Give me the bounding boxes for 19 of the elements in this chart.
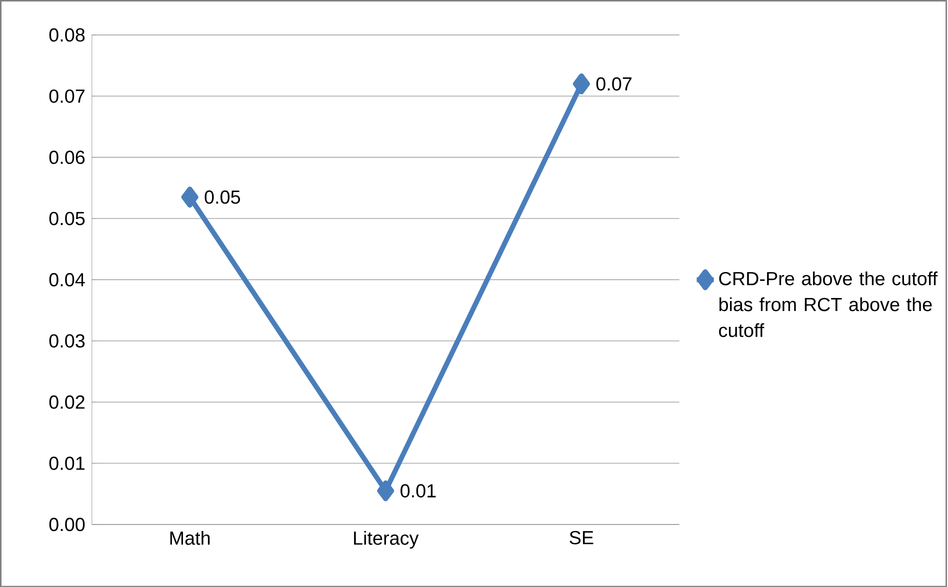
y-tick-label: 0.04 [49,272,85,286]
data-label: 0.07 [596,77,632,90]
y-tick-label: 0.03 [49,334,85,348]
y-tick-label: 0.07 [49,89,84,103]
data-label: 0.01 [400,484,436,498]
data-label: 0.05 [204,190,240,204]
x-tick-label: SE [570,530,594,544]
x-tick-label: Math [170,530,210,545]
y-tick-label: 0.08 [49,28,85,42]
y-tick-label: 0.05 [49,212,85,226]
y-tick-label: 0.01 [49,456,84,470]
point [377,480,394,502]
x-tick-label: Literacy [354,530,419,548]
point [572,73,590,94]
y-tick-label: 0.02 [49,395,84,409]
y-tick-label: 0.06 [49,150,85,164]
y-tick-label: 0.00 [49,518,85,531]
point [181,186,198,208]
legend-label: CRD-Pre above the cutoff bias from RCT above the cutoff [719,271,938,337]
